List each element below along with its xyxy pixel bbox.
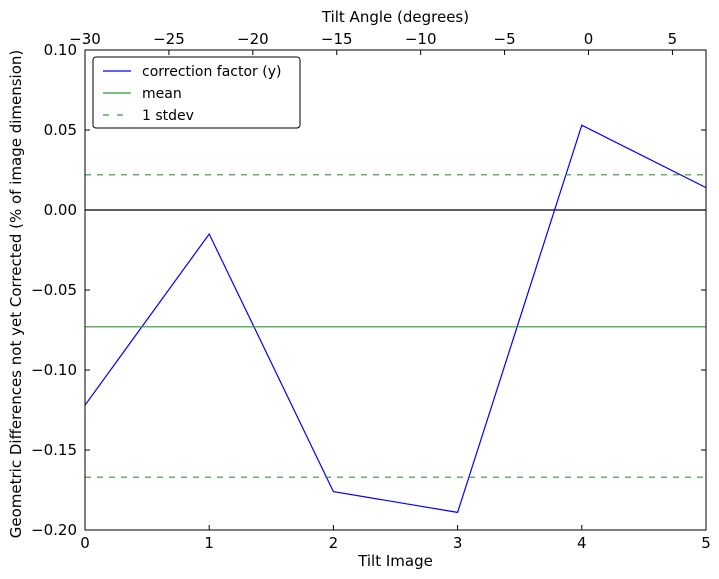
top-x-tick-label: −10: [405, 30, 437, 48]
ticks-layer: 0 1 2 3 4 5 −30 −25 −20 −15 −10 −5 0 5 0.10 0.05 0.00 −0.…: [31, 30, 711, 552]
top-x-tick-label: −5: [494, 30, 516, 48]
y-tick-label: 0.05: [44, 121, 77, 139]
top-x-tick-label: −20: [237, 30, 269, 48]
top-x-tick-label: −25: [153, 30, 185, 48]
series-layer: [84, 124, 707, 514]
y-axis-label: Geometric Differences not yet Corrected …: [7, 50, 25, 539]
top-x-tick-label: −15: [321, 30, 353, 48]
top-x-tick-label: 0: [584, 30, 594, 48]
x-tick-label: 1: [204, 534, 214, 552]
top-x-tick-label: 5: [668, 30, 678, 48]
legend: correction factor (y) mean 1 stdev: [92, 56, 301, 129]
x-axis-label: Tilt Image: [357, 552, 433, 570]
series-line-0: [84, 124, 707, 514]
top-x-tick-label: −30: [69, 30, 101, 48]
legend-box: [92, 56, 301, 129]
x-tick-label: 3: [453, 534, 463, 552]
y-tick-label: −0.15: [31, 441, 77, 459]
y-tick-label: −0.10: [31, 361, 77, 379]
x-tick-label: 4: [577, 534, 587, 552]
y-tick-label: −0.20: [31, 521, 77, 539]
x-tick-label: 5: [701, 534, 711, 552]
y-tick-label: 0.00: [44, 201, 77, 219]
x-tick-label: 2: [329, 534, 339, 552]
legend-entry: correction factor (y): [142, 64, 281, 80]
x-tick-label: 0: [80, 534, 90, 552]
top-x-axis-label: Tilt Angle (degrees): [321, 8, 469, 26]
y-tick-label: 0.10: [44, 41, 77, 59]
legend-entry: 1 stdev: [142, 108, 194, 124]
y-tick-label: −0.05: [31, 281, 77, 299]
legend-entry: mean: [142, 86, 182, 102]
